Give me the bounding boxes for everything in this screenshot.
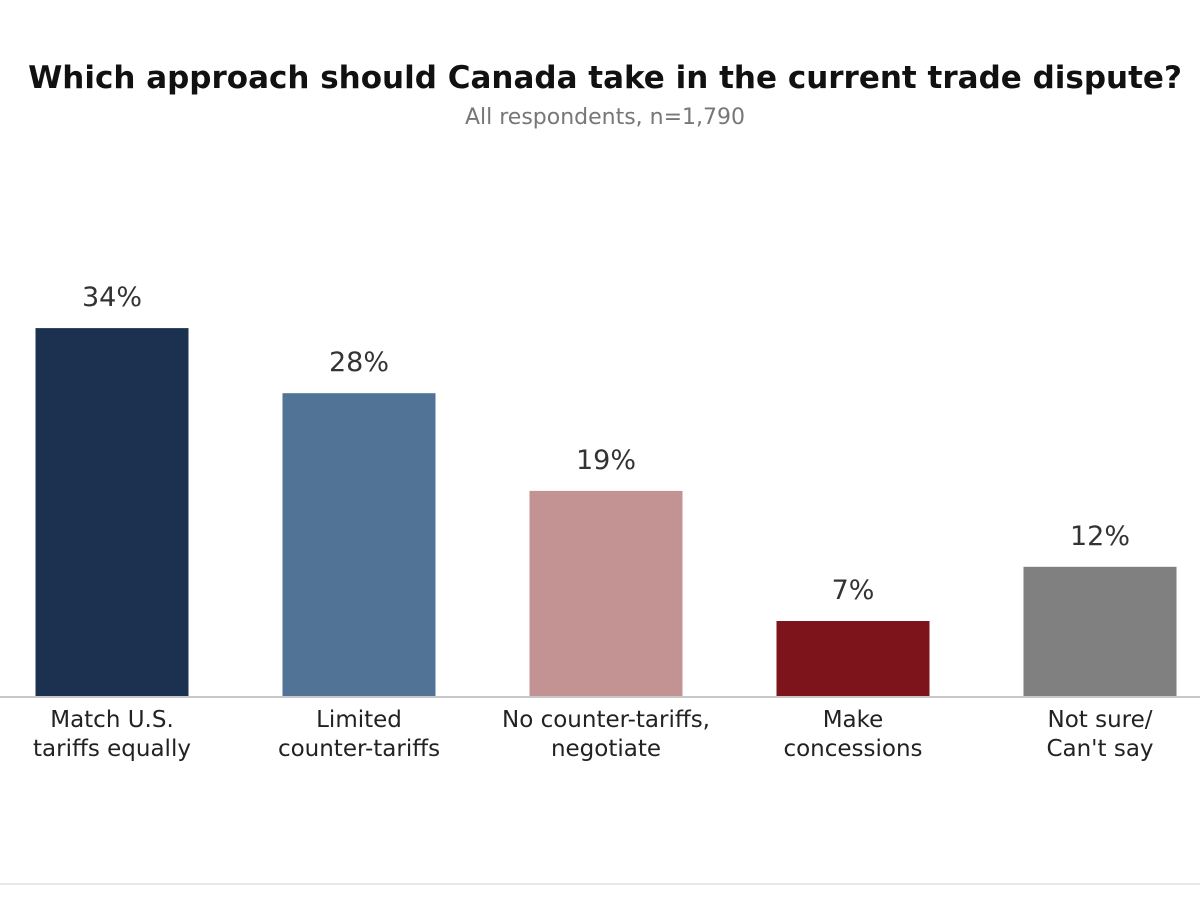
chart-subtitle: All respondents, n=1,790 <box>465 105 745 130</box>
data-label-2: 19% <box>576 445 636 476</box>
category-label-2-line-1: negotiate <box>551 736 661 762</box>
bar-3 <box>776 621 930 697</box>
data-label-3: 7% <box>832 575 875 606</box>
category-label-3-line-1: concessions <box>783 736 922 762</box>
bar-2 <box>529 490 683 698</box>
chart-title: Which approach should Canada take in the… <box>28 60 1182 96</box>
bar-0 <box>35 328 189 697</box>
category-label-1-line-1: counter-tariffs <box>278 736 440 762</box>
data-label-4: 12% <box>1070 521 1130 552</box>
category-label-1-line-0: Limited <box>316 707 402 733</box>
category-label-4: Not sure/Can't say <box>1046 707 1153 762</box>
bar-4 <box>1023 566 1177 697</box>
category-label-0-line-0: Match U.S. <box>50 707 174 733</box>
labels-layer: 34% Match U.S. tariffs equally 28% Limited co… <box>33 282 1154 762</box>
category-label-4-line-1: Can't say <box>1046 736 1153 762</box>
category-label-3: Make concessions <box>783 707 922 762</box>
category-label-3-line-0: Make <box>823 707 884 733</box>
category-label-0-line-1: tariffs equally <box>33 736 191 762</box>
category-label-0: Match U.S. tariffs equally <box>33 707 191 762</box>
category-label-2-line-0: No counter-tariffs, <box>502 707 710 733</box>
data-label-1: 28% <box>329 347 389 378</box>
bar-1 <box>282 393 436 697</box>
category-label-2: No counter-tariffs, negotiate <box>502 707 710 762</box>
bars-layer <box>35 328 1177 698</box>
category-label-4-line-0: Not sure/ <box>1047 707 1152 733</box>
category-label-1: Limited counter-tariffs <box>278 707 440 762</box>
data-label-0: 34% <box>82 282 142 313</box>
